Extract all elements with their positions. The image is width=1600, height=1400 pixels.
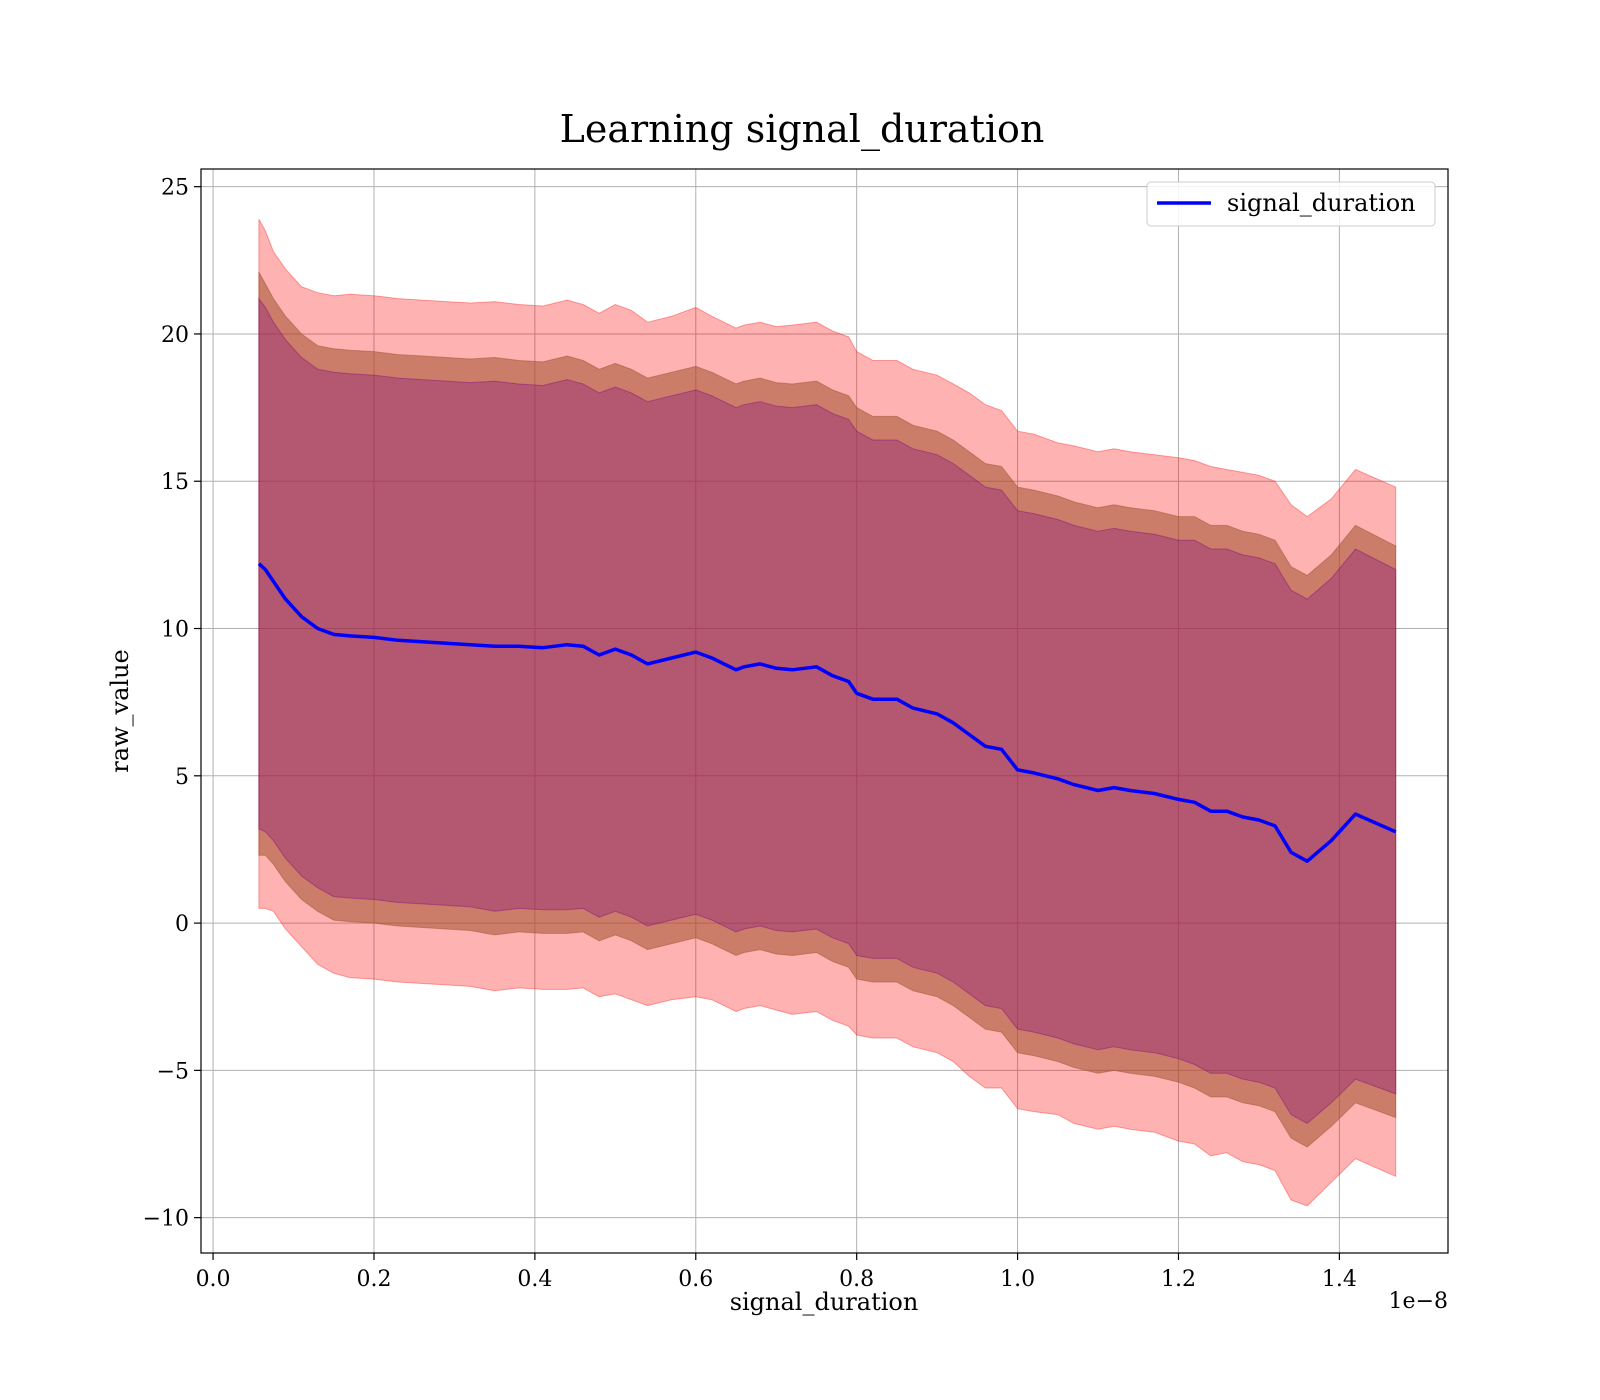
x-tick-label: 0.8 [839, 1267, 874, 1292]
x-tick-label: 1.0 [1000, 1267, 1035, 1292]
y-axis-label: raw_value [106, 649, 134, 773]
y-tick-label: 0 [175, 912, 189, 937]
x-axis-ticks: 0.0 0.2 0.4 0.6 0.8 1.0 1.2 1.4 [196, 1253, 1357, 1292]
x-tick-label: 1.4 [1322, 1267, 1357, 1292]
y-tick-label: 20 [161, 323, 189, 348]
y-tick-label: 25 [161, 176, 189, 201]
legend-box [1146, 181, 1436, 227]
x-tick-label: 1.2 [1161, 1267, 1196, 1292]
y-tick-label: 5 [175, 765, 189, 790]
chart-title: Learning signal_duration [560, 107, 1045, 152]
y-tick-label: 10 [161, 618, 189, 643]
x-tick-label: 0.2 [356, 1267, 391, 1292]
x-tick-label: 0.0 [196, 1267, 231, 1292]
confidence-bands [258, 218, 1397, 1207]
band-mid [258, 271, 1397, 1148]
y-tick-label: −5 [157, 1059, 189, 1084]
series-lines [257, 562, 1397, 863]
legend-entry-signal-duration: signal_duration [1227, 189, 1416, 217]
x-axis-label: signal_duration [730, 1288, 919, 1316]
x-tick-label: 0.6 [678, 1267, 713, 1292]
series-line-signal-duration [257, 562, 1397, 863]
y-tick-label: 15 [161, 470, 189, 495]
y-axis-ticks: −10 −5 0 5 10 15 20 25 [143, 176, 201, 1232]
legend: signal_duration [1146, 181, 1436, 227]
y-tick-label: −10 [143, 1207, 189, 1232]
x-tick-label: 0.4 [517, 1267, 552, 1292]
plot-area [200, 168, 1449, 1254]
x-axis-offset-text: 1e−8 [1389, 1289, 1448, 1314]
band-inner [258, 297, 1397, 1125]
plot-frame [200, 168, 1449, 1254]
